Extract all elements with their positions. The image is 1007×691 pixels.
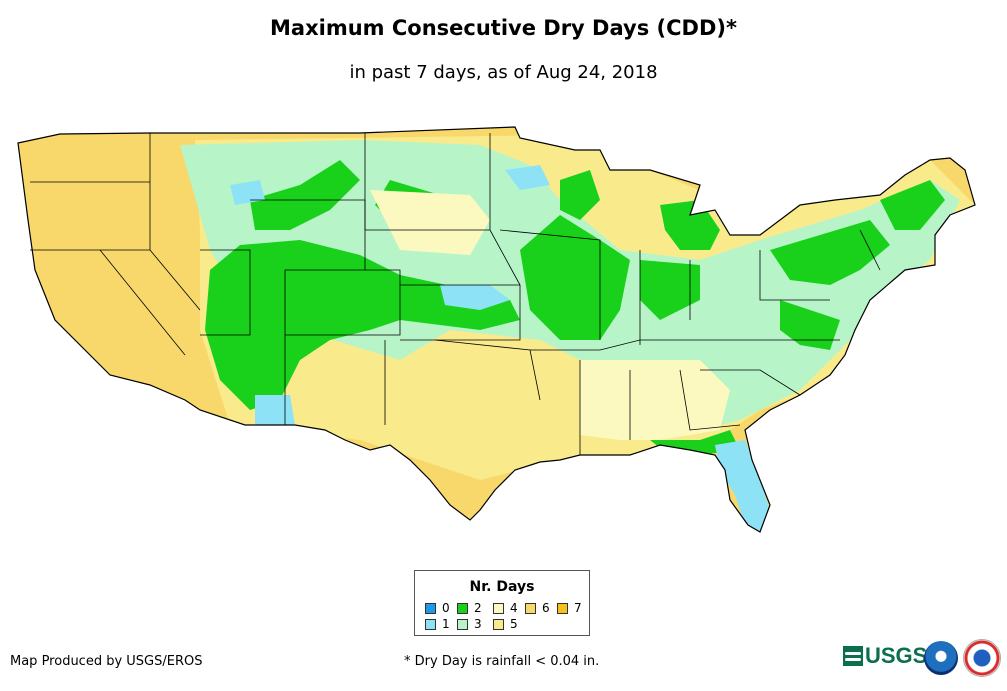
legend-item-3: 3 <box>457 617 482 631</box>
usgs-logo: USGS <box>843 643 927 669</box>
legend-item-6: 6 <box>525 601 550 615</box>
credit-text: Map Produced by USGS/EROS <box>10 654 203 669</box>
map-region-southeast-cream <box>580 360 730 440</box>
footnote-text: * Dry Day is rainfall < 0.04 in. <box>404 654 600 669</box>
map-region-iowa-green <box>520 215 630 340</box>
map-region-northeast-green <box>770 220 890 285</box>
map-region-virginia-green <box>780 300 840 350</box>
page-subtitle: in past 7 days, as of Aug 24, 2018 <box>349 62 658 83</box>
state-borders <box>30 133 881 455</box>
map-region-indiana-green <box>640 260 700 320</box>
map-region-rockies-green <box>205 240 520 410</box>
legend-item-1: 1 <box>425 617 450 631</box>
map-region-kansas-blue <box>440 285 510 310</box>
map-region-minnesota-blue <box>505 165 550 190</box>
legend-item-0: 0 <box>425 601 450 615</box>
legend-item-5: 5 <box>493 617 518 631</box>
noaa-logo-icon <box>924 641 958 675</box>
nws-seal-icon <box>963 639 1001 677</box>
page-title: Maximum Consecutive Dry Days (CDD)* <box>270 16 737 40</box>
map-region-newengland-green <box>880 180 945 230</box>
us-outline <box>17 126 976 533</box>
map-region-newmexico-blue <box>255 395 295 425</box>
legend-item-4: 4 <box>493 601 518 615</box>
map-region-florida-blue <box>715 440 770 532</box>
map-region-montana-green <box>250 160 360 230</box>
us-cdd-map <box>17 126 976 533</box>
legend-item-2: 2 <box>457 601 482 615</box>
map-region-idaho-blue <box>230 180 265 205</box>
map-region-nebraska-cream <box>370 190 490 255</box>
legend: Nr. Days 0 1 2 3 4 5 6 7 <box>414 570 590 636</box>
usgs-mark-icon <box>843 646 863 666</box>
map-region-wisconsin-green <box>560 170 600 220</box>
legend-title: Nr. Days <box>469 579 535 595</box>
legend-item-7: 7 <box>557 601 582 615</box>
